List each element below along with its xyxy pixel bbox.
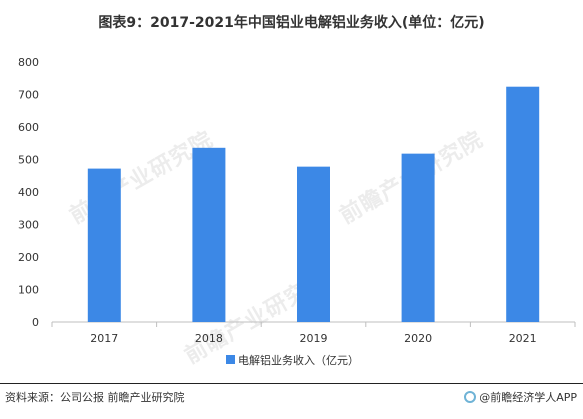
y-tick-label: 200 (18, 251, 39, 264)
x-tick-label: 2018 (195, 332, 223, 345)
y-tick-label: 600 (18, 121, 39, 134)
x-tick-label: 2021 (509, 332, 537, 345)
footer-divider (0, 383, 583, 384)
bar-2020 (401, 153, 435, 322)
chart-title: 图表9：2017-2021年中国铝业电解铝业务收入(单位：亿元) (98, 15, 485, 31)
y-tick-label: 500 (18, 154, 39, 167)
bar-chart: 0 100 200 300 400 500 600 700 800 2017 2018 2019 202… (18, 56, 576, 367)
legend-swatch (226, 355, 235, 364)
brand-logo-icon (464, 391, 477, 403)
source-note: 资料来源：公司公报 前瞻产业研究院 (5, 391, 185, 404)
x-tick-label: 2020 (404, 332, 432, 345)
y-tick-label: 0 (32, 316, 39, 329)
brand-credit: @前瞻经济学人APP (464, 389, 577, 405)
bar-2017 (87, 168, 121, 322)
legend-label: 电解铝业务收入（亿元） (238, 353, 359, 367)
y-tick-label: 800 (18, 56, 39, 69)
x-tick-label: 2017 (90, 332, 118, 345)
x-tick-label: 2019 (300, 332, 328, 345)
y-tick-label: 300 (18, 219, 39, 232)
bar-2018 (192, 147, 226, 322)
brand-credit-text: @前瞻经济学人APP (479, 391, 577, 404)
bar-2019 (297, 166, 330, 322)
bar-2021 (506, 86, 540, 322)
y-tick-label: 400 (18, 186, 39, 199)
y-tick-label: 100 (18, 284, 39, 297)
y-tick-label: 700 (18, 89, 39, 102)
